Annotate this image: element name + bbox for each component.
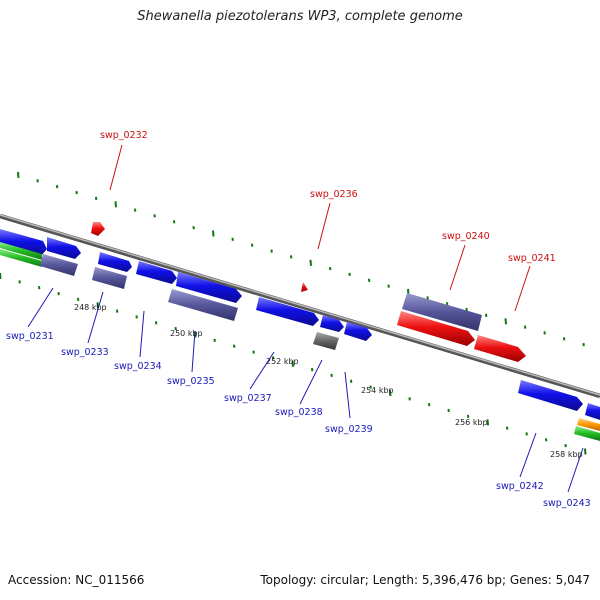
gene-arrow[interactable] (47, 237, 81, 259)
gene-label[interactable]: swp_0236 (310, 189, 358, 200)
gene-arrow[interactable] (474, 335, 526, 362)
gene-arrow[interactable] (40, 254, 78, 276)
genome-backbone (0, 213, 600, 399)
gene-label[interactable]: swp_0240 (442, 231, 490, 242)
gene-arrow[interactable] (313, 332, 339, 350)
gene-arrow[interactable] (344, 322, 372, 341)
scale-label: 254 kbp (361, 386, 394, 395)
gene-label[interactable]: swp_0231 (6, 331, 54, 342)
scale-label: 252 kbp (266, 357, 299, 366)
tick-mark (96, 302, 99, 309)
topology-summary: Topology: circular; Length: 5,396,476 bp… (260, 573, 590, 587)
tick-mark (486, 419, 489, 426)
tick-mark (309, 259, 312, 266)
gene-arrow[interactable] (402, 293, 482, 331)
gene-label[interactable]: swp_0237 (224, 393, 272, 404)
gene-label[interactable]: swp_0238 (275, 407, 323, 418)
gene-label[interactable]: swp_0233 (61, 347, 109, 358)
gene-features (0, 222, 600, 441)
gene-arrow[interactable] (256, 297, 319, 326)
scale-label: 250 kbp (170, 329, 203, 338)
gene-arrow[interactable] (397, 311, 475, 346)
gene-arrow[interactable] (168, 289, 238, 321)
gene-label[interactable]: swp_0241 (508, 253, 556, 264)
tick-mark (291, 360, 294, 367)
scale-label: 248 kbp (74, 303, 107, 312)
gene-arrow[interactable] (91, 222, 105, 236)
map-title: Shewanella piezotolerans WP3, complete g… (137, 9, 463, 24)
gene-track-green (574, 426, 600, 441)
tick-mark (0, 272, 2, 280)
tick-mark (504, 318, 507, 325)
tick-mark (17, 171, 20, 179)
gene-arrow[interactable] (585, 403, 600, 420)
gene-arrow[interactable] (518, 380, 583, 411)
gene-arrow[interactable] (320, 315, 344, 332)
gene-arrow[interactable] (136, 261, 177, 284)
gene-labels: swp_0231 swp_0232 swp_0233 swp_0234 swp_… (6, 130, 591, 509)
gene-arrow[interactable] (92, 267, 127, 289)
scale-label: 258 kbp (550, 450, 583, 459)
scale-label: 256 kbp (455, 418, 488, 427)
gene-arrow[interactable] (98, 252, 132, 272)
tick-mark (114, 201, 117, 208)
gene-arrow[interactable] (301, 282, 308, 292)
gene-arrow[interactable] (0, 229, 47, 256)
gene-track-green (0, 249, 42, 267)
scale-labels: 248 kbp 250 kbp 252 kbp 254 kbp 256 kbp … (74, 303, 583, 459)
gene-label[interactable]: swp_0239 (325, 424, 373, 435)
tick-mark (212, 230, 215, 237)
gene-arrow[interactable] (176, 272, 242, 303)
tick-mark (389, 389, 392, 397)
leader-lines (27, 144, 584, 493)
gene-label[interactable]: swp_0232 (100, 130, 148, 141)
tick-mark (584, 448, 587, 455)
gene-track-green (0, 242, 42, 260)
gene-label[interactable]: swp_0234 (114, 361, 162, 372)
accession-text: Accession: NC_011566 (8, 573, 145, 587)
gene-label[interactable]: swp_0243 (543, 498, 591, 509)
gene-label[interactable]: swp_0242 (496, 481, 544, 492)
gene-label[interactable]: swp_0235 (167, 376, 215, 387)
gene-track-orange (577, 418, 600, 431)
